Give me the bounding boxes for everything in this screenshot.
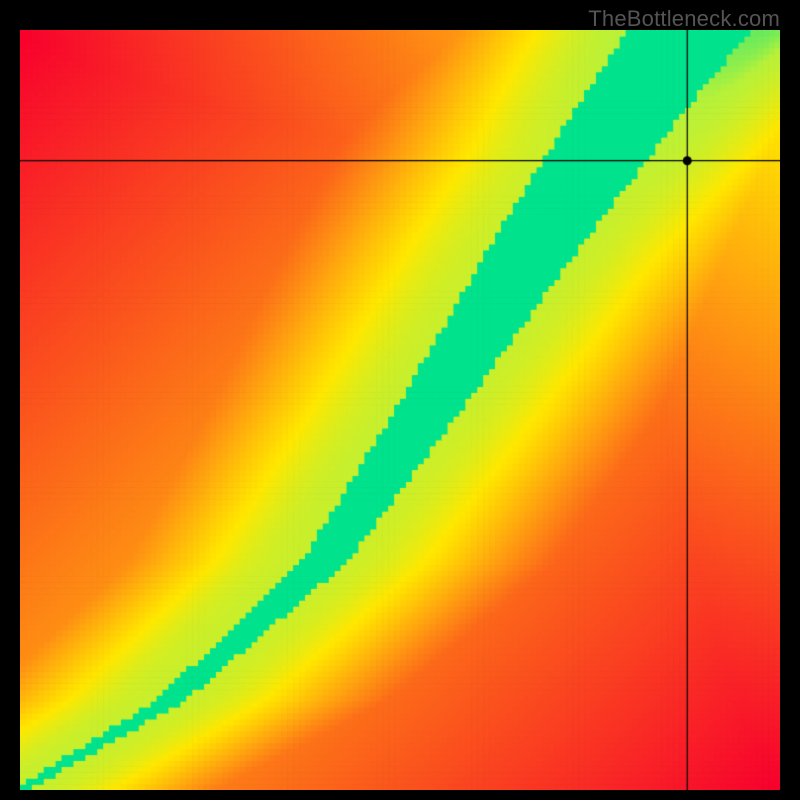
watermark-text: TheBottleneck.com <box>588 6 780 32</box>
heatmap-canvas <box>20 30 780 790</box>
heatmap-plot <box>20 30 780 790</box>
